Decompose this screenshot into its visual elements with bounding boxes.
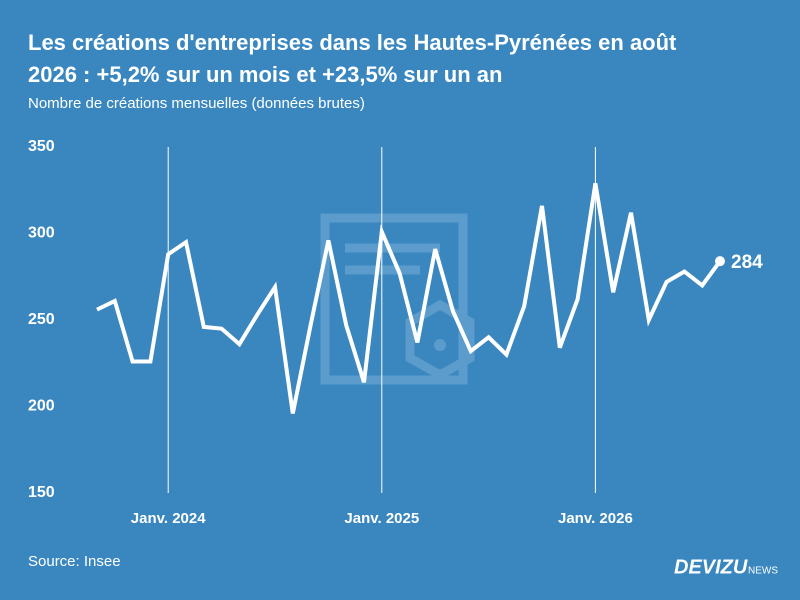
chart-title: 2026 : +5,2% sur un mois et +23,5% sur u… (28, 62, 502, 87)
y-tick-label: 300 (28, 225, 55, 242)
y-tick-label: 250 (28, 311, 55, 328)
x-tick-label: Janv. 2025 (344, 510, 419, 527)
brand: DEVIZU (674, 556, 748, 578)
y-tick-label: 150 (28, 484, 55, 501)
watermark (320, 213, 475, 385)
end-marker (715, 256, 725, 267)
chart-subtitle: Nombre de créations mensuelles (données … (28, 95, 365, 112)
x-tick-label: Janv. 2024 (131, 510, 206, 527)
brand-suffix: NEWS (748, 566, 778, 577)
data-label: 284 (731, 252, 763, 273)
x-tick-label: Janv. 2026 (558, 510, 633, 527)
chart-title: Les créations d'entreprises dans les Hau… (28, 30, 677, 55)
line (96, 183, 722, 414)
y-tick-label: 350 (28, 138, 55, 155)
y-tick-label: 200 (28, 398, 55, 415)
source: Source: Insee (28, 553, 121, 570)
